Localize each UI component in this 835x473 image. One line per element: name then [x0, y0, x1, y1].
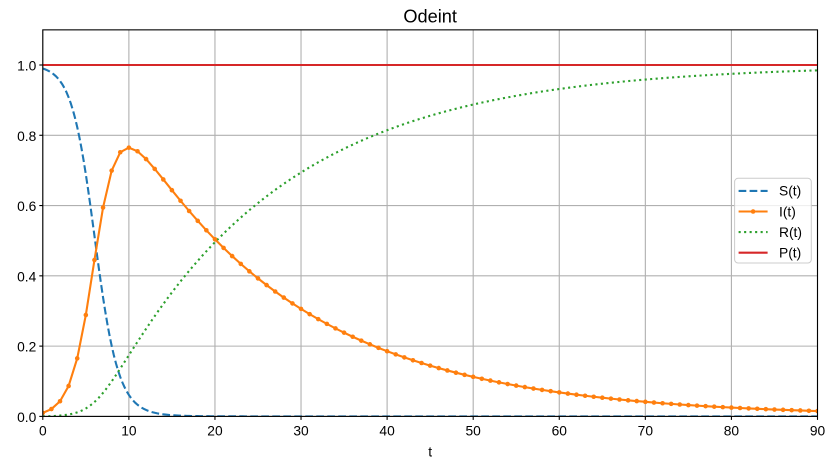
svg-text:80: 80	[724, 423, 740, 438]
svg-text:10: 10	[121, 423, 137, 438]
svg-text:0.0: 0.0	[17, 410, 37, 425]
svg-text:S(t): S(t)	[779, 184, 801, 199]
svg-text:P(t): P(t)	[779, 246, 801, 261]
svg-text:50: 50	[466, 423, 482, 438]
svg-text:20: 20	[207, 423, 223, 438]
svg-text:0.2: 0.2	[17, 340, 36, 355]
svg-text:t: t	[428, 445, 432, 460]
svg-text:R(t): R(t)	[779, 225, 802, 240]
svg-text:0: 0	[39, 423, 47, 438]
svg-text:90: 90	[810, 423, 826, 438]
svg-text:1.0: 1.0	[17, 59, 37, 74]
svg-text:I(t): I(t)	[779, 204, 796, 219]
svg-text:0.8: 0.8	[17, 129, 37, 144]
svg-text:70: 70	[638, 423, 654, 438]
svg-text:Odeint: Odeint	[403, 7, 457, 27]
svg-text:40: 40	[379, 423, 395, 438]
svg-text:60: 60	[552, 423, 568, 438]
svg-text:0.4: 0.4	[17, 269, 37, 284]
svg-text:0.6: 0.6	[17, 199, 37, 214]
svg-text:30: 30	[293, 423, 309, 438]
